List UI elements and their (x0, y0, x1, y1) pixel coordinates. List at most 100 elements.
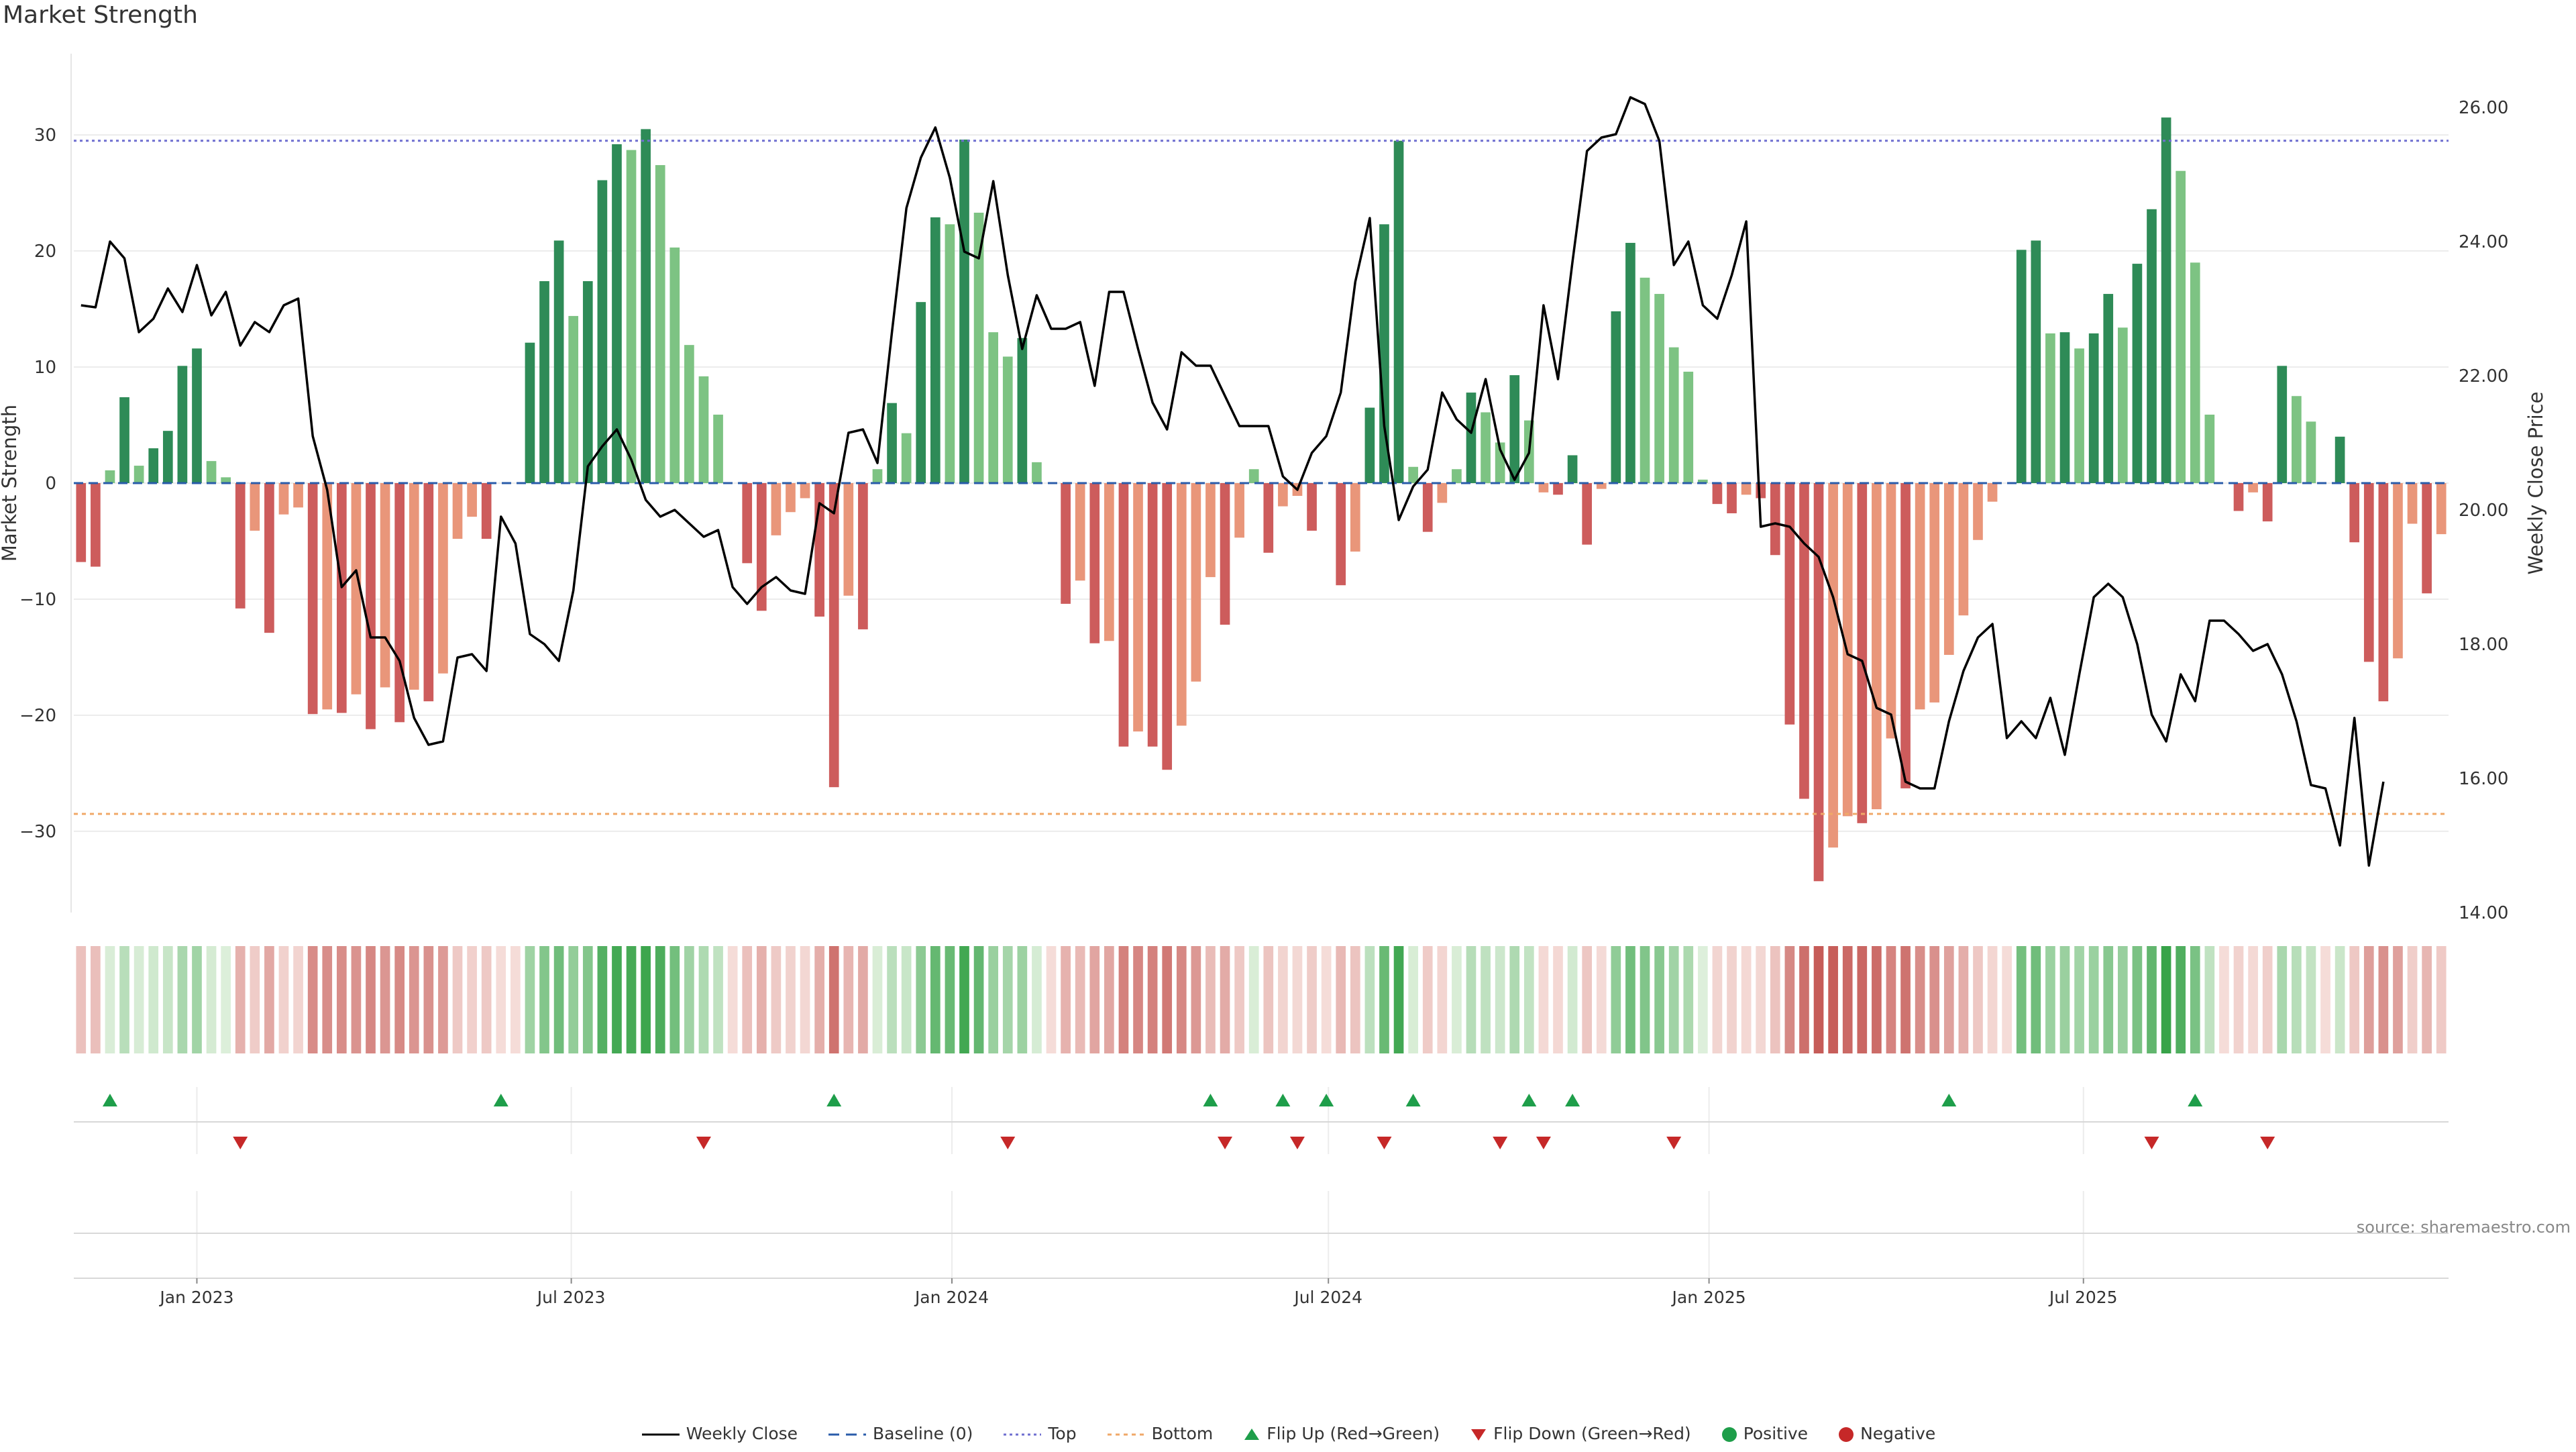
strength-bar (206, 461, 217, 483)
heat-cell (162, 946, 173, 1053)
strength-bar (539, 281, 549, 483)
heat-cell (1929, 946, 1940, 1053)
strength-bar (1364, 407, 1375, 483)
heat-cell (1379, 946, 1389, 1053)
flip-up-marker (493, 1094, 508, 1106)
flip-down-marker (233, 1137, 248, 1149)
heat-cell (582, 946, 593, 1053)
heat-cell (1278, 946, 1288, 1053)
heat-cell (119, 946, 129, 1053)
strength-bar (1828, 483, 1838, 848)
strength-bar (1162, 483, 1173, 770)
heat-cell (2088, 946, 2099, 1053)
positive-icon (1721, 1427, 1737, 1442)
strength-bar (336, 483, 347, 713)
heat-cell (1118, 946, 1129, 1053)
strength-bar (2132, 264, 2143, 483)
strength-bar (380, 483, 390, 688)
heat-cell (1104, 946, 1114, 1053)
heat-cell (481, 946, 492, 1053)
strength-bar (1408, 466, 1418, 483)
flip-up-marker (1275, 1094, 1291, 1106)
legend-label: Weekly Close (686, 1423, 798, 1443)
strength-bar (684, 345, 694, 483)
y-right-tick-label: 26.00 (2459, 98, 2508, 118)
legend-label: Baseline (0) (873, 1423, 973, 1443)
strength-bar (858, 483, 868, 629)
strength-bar (1741, 483, 1752, 495)
heat-cell (452, 946, 463, 1053)
strength-bar (1075, 483, 1085, 581)
legend-item-flip-down: Flip Down (Green→Red) (1469, 1424, 1691, 1443)
strength-bar (1943, 483, 1954, 655)
strength-bar (1756, 483, 1766, 499)
flip-up-marker (1405, 1094, 1421, 1106)
strength-bar (1813, 483, 1824, 882)
strength-bar (959, 140, 969, 483)
y-left-axis-title: Market Strength (0, 405, 21, 562)
heat-cell (2002, 946, 2012, 1053)
heat-cell (409, 946, 419, 1053)
strength-bar (2306, 421, 2316, 483)
strength-bar (612, 144, 622, 483)
bottom-icon (1107, 1433, 1145, 1435)
flip-down-marker (1289, 1137, 1305, 1149)
heat-cell (1958, 946, 1969, 1053)
strength-bar (2334, 436, 2345, 483)
heat-cell (1813, 946, 1824, 1053)
heat-cell (568, 946, 579, 1053)
legend-item-top: Top (1002, 1424, 1077, 1443)
strength-bar (438, 483, 448, 674)
heat-cell (1422, 946, 1433, 1053)
strength-bar (481, 483, 492, 539)
strength-bar (930, 217, 941, 483)
heat-cell (1452, 946, 1462, 1053)
flip-up-marker (1565, 1094, 1580, 1106)
strength-bar (235, 483, 246, 609)
strength-bar (2393, 483, 2403, 659)
heat-cell (1756, 946, 1766, 1053)
heat-cell (814, 946, 824, 1053)
heat-cell (1567, 946, 1578, 1053)
heat-cell (1133, 946, 1143, 1053)
heat-cell (2031, 946, 2041, 1053)
top-icon (1004, 1433, 1042, 1435)
strength-bar (1379, 224, 1389, 483)
heat-cell (1162, 946, 1173, 1053)
y-right-tick-label: 24.00 (2459, 232, 2508, 252)
heat-cell (133, 946, 144, 1053)
strength-bar (1278, 483, 1288, 507)
heat-cell (1364, 946, 1375, 1053)
strength-bar (800, 483, 810, 499)
chart-legend: Weekly Close Baseline (0) Top Bottom Flip Up… (0, 1422, 2576, 1443)
heat-cell (1046, 946, 1057, 1053)
heat-cell (698, 946, 709, 1053)
heat-cell (1741, 946, 1752, 1053)
heat-cell (1234, 946, 1244, 1053)
strength-bar (1958, 483, 1969, 616)
legend-label: Flip Down (Green→Red) (1493, 1423, 1691, 1443)
heat-cell (2117, 946, 2128, 1053)
heat-cell (1336, 946, 1346, 1053)
strength-bar (1596, 483, 1607, 489)
heat-cell (2233, 946, 2244, 1053)
strength-bar (1727, 483, 1737, 513)
heat-cell (2147, 946, 2157, 1053)
heat-cell (1017, 946, 1028, 1053)
heat-cell (1350, 946, 1360, 1053)
heat-cell (1248, 946, 1259, 1053)
negative-icon (1839, 1427, 1854, 1442)
weekly-close-line (80, 96, 2385, 867)
flip-up-icon (1244, 1428, 1260, 1440)
strength-bar (597, 180, 608, 483)
heat-cell (988, 946, 999, 1053)
heat-cell (1509, 946, 1520, 1053)
heat-cell (2204, 946, 2215, 1053)
strength-bar (2147, 209, 2157, 483)
strength-bar (988, 332, 999, 483)
strength-bar (1625, 242, 1635, 483)
heat-cell (322, 946, 333, 1053)
strength-bar (1973, 483, 1983, 540)
flip-up-marker (1521, 1094, 1537, 1106)
heat-cell (1611, 946, 1621, 1053)
